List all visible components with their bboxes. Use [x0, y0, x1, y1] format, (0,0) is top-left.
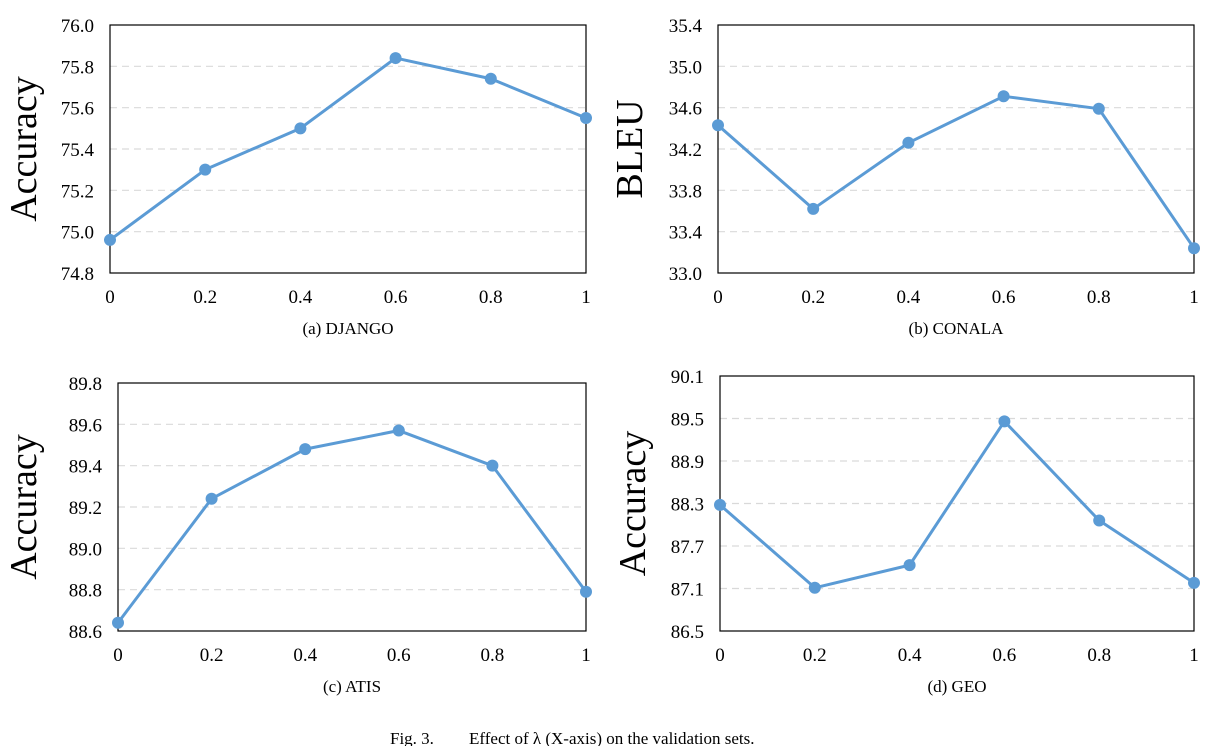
plot-frame	[717, 24, 1195, 274]
data-point	[299, 443, 312, 456]
data-point	[808, 581, 821, 594]
y-axis-label: Accuracy	[3, 434, 45, 580]
x-tick-label: 0	[113, 645, 123, 666]
y-tick-label: 87.7	[671, 537, 704, 558]
data-point	[389, 52, 402, 65]
data-point	[1188, 242, 1200, 255]
x-tick-label: 0.2	[801, 287, 825, 308]
plot-frame	[117, 382, 587, 632]
data-point	[484, 72, 497, 85]
y-axis-label: BLEU	[609, 99, 651, 198]
series-line	[116, 429, 588, 624]
series-line	[109, 56, 587, 242]
figure-caption-text: Effect of λ (X-axis) on the validation s…	[469, 729, 755, 746]
x-tick-label: 0	[715, 645, 725, 666]
x-tick-label: 0.4	[289, 287, 313, 308]
y-tick-label: 35.0	[669, 57, 702, 78]
x-tick-label: 1	[581, 645, 591, 666]
y-tick-label: 33.8	[669, 181, 702, 202]
subplot-title: (d) GEO	[927, 677, 986, 696]
y-tick-label: 89.2	[69, 498, 102, 519]
x-tick-label: 0.4	[898, 645, 922, 666]
subplot-title: (b) CONALA	[909, 319, 1005, 338]
y-tick-label: 33.4	[669, 223, 703, 244]
data-point	[580, 585, 592, 598]
x-tick-label: 1	[1189, 645, 1199, 666]
y-axis-label: Accuracy	[3, 76, 45, 222]
subplot-title: (a) DJANGO	[302, 319, 393, 338]
data-point	[199, 163, 212, 176]
data-point	[112, 616, 124, 629]
x-tick-label: 1	[581, 287, 591, 308]
y-tick-label: 88.8	[69, 581, 102, 602]
x-tick-label: 0.8	[1087, 645, 1111, 666]
y-tick-label: 88.6	[69, 622, 102, 643]
series-line	[717, 94, 1196, 250]
data-point	[714, 498, 726, 511]
x-tick-label: 0.6	[993, 645, 1017, 666]
data-point	[1092, 102, 1105, 115]
data-point	[294, 122, 307, 135]
figure-caption-prefix: Fig. 3.	[390, 729, 434, 746]
y-tick-label: 75.2	[61, 181, 94, 202]
x-tick-label: 0	[713, 287, 723, 308]
x-tick-label: 0.6	[387, 645, 411, 666]
data-point	[903, 559, 916, 572]
data-point	[104, 233, 116, 246]
y-tick-label: 75.4	[61, 140, 95, 161]
data-point	[392, 424, 405, 437]
y-axis-label: Accuracy	[612, 431, 654, 577]
y-tick-label: 88.9	[671, 452, 704, 473]
y-tick-label: 89.6	[69, 415, 102, 436]
x-tick-label: 0.4	[897, 287, 921, 308]
y-tick-label: 88.3	[671, 495, 704, 516]
data-point	[997, 90, 1010, 103]
x-tick-label: 0.6	[992, 287, 1016, 308]
data-point	[902, 136, 915, 149]
chart-panel-3: 88.6 88.8 89.0 89.2 89.4 89.6 89.8 0 0.2 0.4 0.6 0.…	[3, 374, 592, 696]
data-point	[580, 112, 592, 124]
y-tick-label: 75.6	[61, 99, 94, 120]
y-tick-label: 74.8	[61, 264, 94, 285]
x-tick-label: 0.6	[384, 287, 408, 308]
x-tick-label: 0.2	[193, 287, 217, 308]
chart-panel-2: 33.0 33.4 33.8 34.2 34.6 35.0 35.4 0 0.2 0.4 0.6 0.…	[609, 16, 1200, 338]
y-tick-label: 75.0	[61, 223, 94, 244]
series-line	[719, 419, 1195, 590]
chart-panel-1: 74.8 75.0 75.2 75.4 75.6 75.8 76.0 0 0.2 0.4 0.6 0.…	[3, 16, 592, 338]
data-point	[486, 459, 499, 472]
data-point	[205, 492, 218, 505]
x-tick-label: 0.4	[293, 645, 317, 666]
plot-frame	[109, 24, 587, 274]
y-tick-label: 89.4	[69, 457, 103, 478]
x-tick-label: 0.8	[479, 287, 503, 308]
subplot-title: (c) ATIS	[323, 677, 381, 696]
x-tick-label: 0.8	[481, 645, 505, 666]
x-tick-label: 0	[105, 287, 115, 308]
y-tick-label: 34.2	[669, 140, 702, 161]
y-tick-label: 89.8	[69, 374, 102, 395]
y-tick-label: 76.0	[61, 16, 94, 37]
x-tick-label: 0.2	[803, 645, 827, 666]
x-tick-label: 0.8	[1087, 287, 1111, 308]
data-point	[712, 119, 724, 132]
x-tick-label: 0.2	[200, 645, 224, 666]
y-tick-label: 87.1	[671, 580, 704, 601]
data-point	[807, 202, 820, 215]
x-tick-label: 1	[1189, 287, 1199, 308]
data-point	[998, 415, 1011, 428]
y-tick-label: 33.0	[669, 264, 702, 285]
y-tick-label: 86.5	[671, 622, 704, 643]
y-tick-label: 89.0	[69, 539, 102, 560]
chart-panel-4: 86.5 87.1 87.7 88.3 88.9 89.5 90.1 0 0.2 0.4 0.6 0.…	[612, 367, 1200, 696]
data-point	[1093, 514, 1106, 527]
data-point	[1188, 576, 1200, 589]
y-tick-label: 90.1	[671, 367, 704, 388]
y-tick-label: 89.5	[671, 410, 704, 431]
y-tick-label: 34.6	[669, 99, 702, 120]
y-tick-label: 75.8	[61, 57, 94, 78]
y-tick-label: 35.4	[669, 16, 703, 37]
